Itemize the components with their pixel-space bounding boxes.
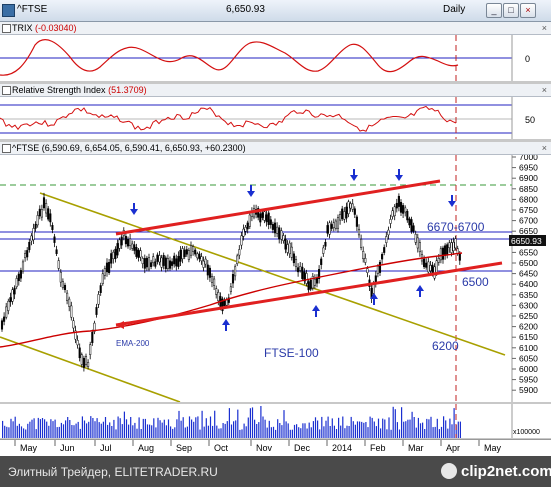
- ema-annotation: EMA-200: [116, 339, 150, 348]
- up-arrow-icon: [370, 293, 378, 299]
- y-tick-label: 6000: [519, 364, 538, 374]
- x-tick-label: May: [484, 443, 502, 453]
- y-tick-label: 6750: [519, 205, 538, 215]
- y-tick-label: 7000: [519, 155, 538, 162]
- x-tick-label: Jun: [60, 443, 75, 453]
- rsi-50-label: 50: [525, 115, 535, 125]
- y-tick-label: 6950: [519, 163, 538, 173]
- volume-multiplier-label: x100000: [513, 429, 540, 436]
- index-name-annotation: FTSE-100: [264, 346, 319, 360]
- rsi-header: Relative Strength Index (51.3709) ×: [0, 84, 551, 97]
- y-tick-label: 6350: [519, 290, 538, 300]
- trix-value: (-0.03040): [35, 23, 77, 33]
- x-tick-label: Apr: [446, 443, 460, 453]
- resistance-annotation: 6670-6700: [427, 220, 485, 234]
- price-header-ohlc: ^FTSE (6,590.69, 6,654.05, 6,590.41, 6,6…: [12, 143, 246, 153]
- y-tick-label: 5950: [519, 375, 538, 385]
- close-button[interactable]: ×: [520, 3, 536, 18]
- x-tick-label: Oct: [214, 443, 229, 453]
- price-plot: 7000695069006850680067506700665066006550…: [0, 155, 546, 402]
- brand-caption: clip2net.com: [461, 463, 551, 480]
- down-arrow-icon: [448, 201, 456, 207]
- symbol-label: ^FTSE: [17, 4, 48, 15]
- trix-zero-label: 0: [525, 54, 530, 64]
- x-tick-label: Sep: [176, 443, 192, 453]
- trix-plot: 0: [0, 35, 530, 81]
- y-tick-label: 6850: [519, 184, 538, 194]
- x-tick-label: Nov: [256, 443, 273, 453]
- y-tick-label: 6500: [519, 258, 538, 268]
- pane-close-icon[interactable]: ×: [541, 23, 547, 33]
- x-tick-label: Jul: [100, 443, 112, 453]
- y-tick-label: 6250: [519, 311, 538, 321]
- source-caption: Элитный Трейдер, ELITETRADER.RU: [8, 465, 218, 479]
- rsi-pane[interactable]: Relative Strength Index (51.3709) × 50: [0, 84, 551, 139]
- x-tick-label: Feb: [370, 443, 386, 453]
- down-arrow-icon: [130, 209, 138, 215]
- pane-collapse-icon[interactable]: [2, 86, 11, 95]
- volume-plot: x100000: [2, 404, 540, 438]
- last-price-label: 6,650.93: [226, 4, 265, 15]
- period-label[interactable]: Daily: [443, 4, 466, 15]
- footer-bar: Элитный Трейдер, ELITETRADER.RU clip2net…: [0, 456, 551, 487]
- y-tick-label: 6100: [519, 343, 538, 353]
- x-axis-labels: May Jun Jul Aug Sep Oct Nov Dec 2014 Feb Mar Apr May: [14, 440, 502, 453]
- up-arrow-icon: [312, 305, 320, 311]
- y-tick-label: 5900: [519, 385, 538, 395]
- trix-label: TRIX: [12, 23, 33, 33]
- chart-app-icon: [2, 4, 15, 17]
- y-tick-label: 6550: [519, 247, 538, 257]
- clip2net-logo-icon: [441, 463, 457, 479]
- pane-collapse-icon[interactable]: [2, 24, 11, 33]
- window-titlebar: ^FTSE 6,650.93 Daily _ □ ×: [0, 0, 551, 22]
- x-tick-label: Aug: [138, 443, 154, 453]
- trix-pane[interactable]: TRIX (-0.03040) × 0: [0, 22, 551, 81]
- down-arrow-icon: [247, 191, 255, 197]
- pane-close-icon[interactable]: ×: [541, 143, 547, 153]
- x-axis: May Jun Jul Aug Sep Oct Nov Dec 2014 Feb Mar Apr May: [0, 439, 551, 457]
- rsi-value: (51.3709): [108, 85, 147, 95]
- y-tick-label: 6150: [519, 332, 538, 342]
- maximize-button[interactable]: □: [503, 3, 519, 18]
- price-pane[interactable]: ^FTSE (6,590.69, 6,654.05, 6,590.41, 6,6…: [0, 142, 551, 402]
- y-tick-label: 6050: [519, 353, 538, 363]
- y-tick-label: 6200: [519, 322, 538, 332]
- pane-collapse-icon[interactable]: [2, 144, 11, 153]
- lower-level-annotation: 6200: [432, 339, 459, 353]
- x-tick-label: 2014: [332, 443, 352, 453]
- price-badge: 6650.93: [511, 236, 542, 246]
- y-tick-label: 6800: [519, 194, 538, 204]
- x-tick-label: Dec: [294, 443, 311, 453]
- down-arrow-icon: [350, 175, 358, 181]
- y-tick-label: 6900: [519, 173, 538, 183]
- rsi-plot: 50: [0, 97, 535, 139]
- x-tick-label: Mar: [408, 443, 424, 453]
- y-tick-label: 6450: [519, 269, 538, 279]
- volume-pane[interactable]: x100000: [0, 404, 551, 438]
- down-arrow-icon: [395, 175, 403, 181]
- x-tick-label: May: [20, 443, 38, 453]
- y-tick-label: 6650: [519, 226, 538, 236]
- y-tick-label: 6400: [519, 279, 538, 289]
- trix-header: TRIX (-0.03040) ×: [0, 22, 551, 35]
- pane-close-icon[interactable]: ×: [541, 85, 547, 95]
- rsi-label: Relative Strength Index: [12, 85, 106, 95]
- up-arrow-icon: [416, 285, 424, 291]
- y-tick-label: 6700: [519, 216, 538, 226]
- minimize-button[interactable]: _: [486, 3, 502, 18]
- y-tick-label: 6300: [519, 300, 538, 310]
- up-arrow-icon: [222, 319, 230, 325]
- price-header: ^FTSE (6,590.69, 6,654.05, 6,590.41, 6,6…: [0, 142, 551, 155]
- support-annotation: 6500: [462, 275, 489, 289]
